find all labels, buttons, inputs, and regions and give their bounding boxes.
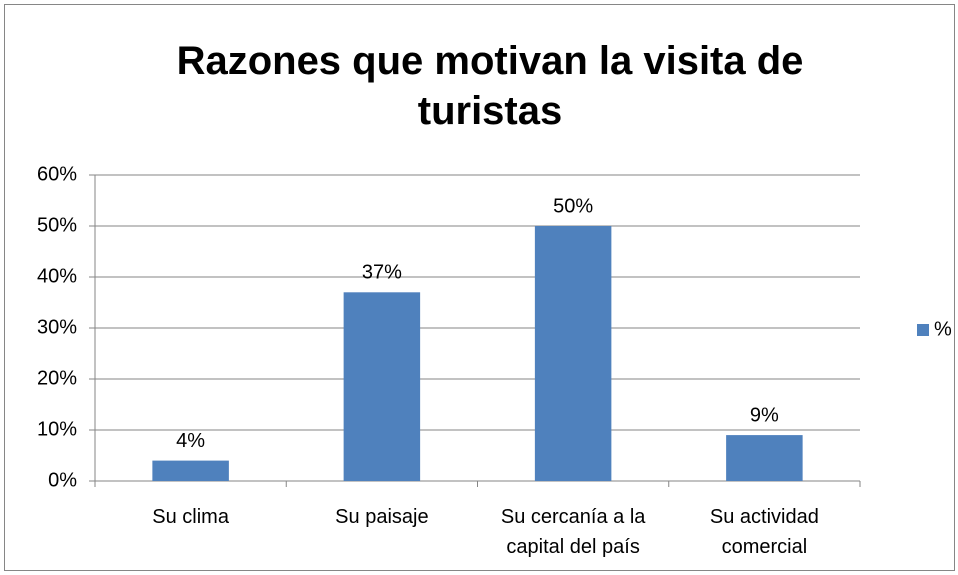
data-label: 9%: [750, 404, 779, 426]
x-tick-label: Su cercanía a la capital del país: [500, 506, 646, 558]
bar: [152, 460, 229, 481]
y-tick-label: 30%: [37, 316, 77, 338]
bar: [343, 292, 421, 481]
data-label: 4%: [176, 430, 205, 452]
legend-swatch: [917, 324, 929, 336]
y-tick-label: 60%: [37, 163, 77, 185]
y-tick-label: 0%: [48, 469, 77, 491]
data-label: 50%: [553, 195, 593, 217]
bar: [534, 226, 612, 481]
bar: [726, 435, 803, 481]
x-tick-label: Su clima: [152, 506, 229, 528]
y-tick-label: 20%: [37, 367, 77, 389]
y-tick-label: 10%: [37, 418, 77, 440]
x-tick-label: Su paisaje: [335, 506, 429, 528]
y-tick-label: 50%: [37, 214, 77, 236]
data-label: 37%: [362, 262, 402, 284]
y-tick-label: 40%: [37, 265, 77, 287]
legend-label: %: [934, 318, 952, 340]
chart-border: [4, 4, 955, 571]
chart-title: Razones que motivan la visita de turista…: [176, 39, 804, 133]
x-tick-label: Su actividad comercial: [709, 506, 819, 558]
